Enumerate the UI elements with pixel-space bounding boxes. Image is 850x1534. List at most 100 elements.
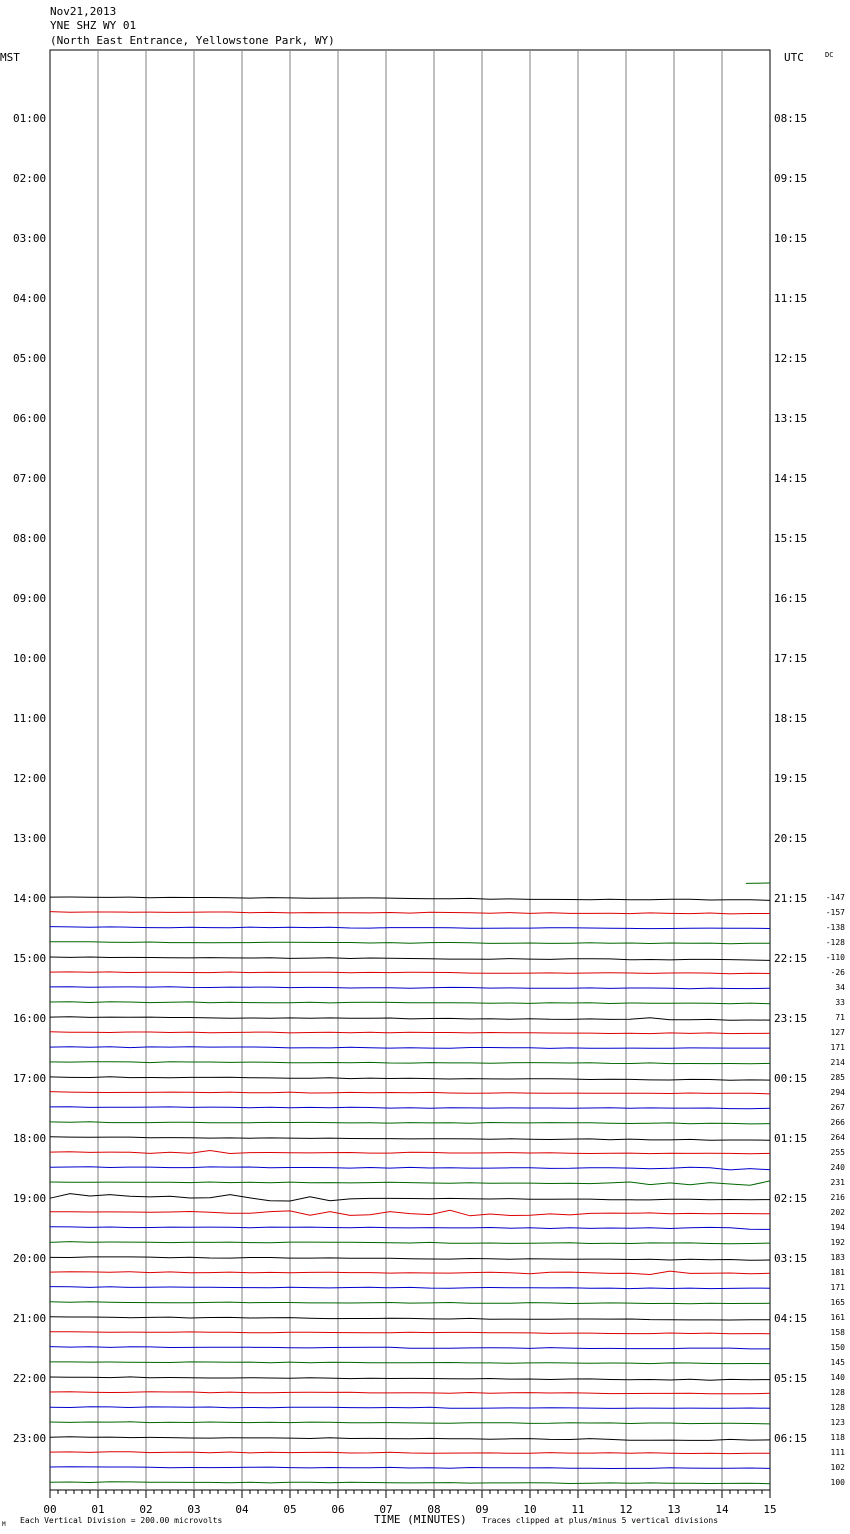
trace-offset-label: -138: [826, 923, 845, 932]
right-hour-label: 12:15: [774, 352, 807, 365]
right-hour-label: 16:15: [774, 592, 807, 605]
left-hour-label: 10:00: [13, 652, 46, 665]
right-hour-label: 20:15: [774, 832, 807, 845]
trace-offset-label: 161: [831, 1313, 846, 1322]
trace-offset-label: 165: [831, 1298, 846, 1307]
trace-offset-label: 123: [831, 1418, 846, 1427]
x-tick-label: 13: [667, 1503, 680, 1516]
trace-offset-label: 33: [835, 998, 845, 1007]
right-hour-label: 02:15: [774, 1192, 807, 1205]
trace-offset-label: 158: [831, 1328, 846, 1337]
trace-offset-label: 181: [831, 1268, 846, 1277]
x-tick-label: 14: [715, 1503, 729, 1516]
seismic-trace: [49, 1256, 771, 1261]
left-hour-label: 03:00: [13, 232, 46, 245]
left-hour-label: 05:00: [13, 352, 46, 365]
right-hour-label: 09:15: [774, 172, 807, 185]
left-hour-label: 02:00: [13, 172, 46, 185]
x-tick-label: 07: [379, 1503, 392, 1516]
trace-offset-label: 127: [831, 1028, 846, 1037]
trace-offset-label: -147: [826, 893, 845, 902]
trace-offset-label: 128: [831, 1388, 846, 1397]
chart-location: (North East Entrance, Yellowstone Park, …: [50, 34, 335, 47]
right-hour-label: 01:15: [774, 1132, 807, 1145]
trace-offset-label: -26: [831, 968, 846, 977]
right-hour-label: 13:15: [774, 412, 807, 425]
seismic-trace: [50, 941, 770, 945]
seismic-trace: [49, 1241, 771, 1245]
right-hour-label: 21:15: [774, 892, 807, 905]
right-hour-label: 04:15: [774, 1312, 807, 1325]
left-hour-label: 19:00: [13, 1192, 46, 1205]
trace-offset-label: 194: [831, 1223, 846, 1232]
corner-label: DC: [825, 51, 833, 59]
seismic-trace: [49, 1001, 771, 1005]
x-tick-label: 09: [475, 1503, 488, 1516]
right-hour-label: 10:15: [774, 232, 807, 245]
left-hour-label: 01:00: [13, 112, 46, 125]
seismic-trace: [49, 1466, 771, 1470]
seismic-trace: [49, 1421, 771, 1425]
trace-offset-label: 140: [831, 1373, 846, 1382]
right-hour-label: 11:15: [774, 292, 807, 305]
trace-offset-label: 150: [831, 1343, 846, 1352]
right-hour-label: 23:15: [774, 1012, 807, 1025]
seismic-trace: [49, 1136, 771, 1141]
seismic-trace: [49, 1076, 771, 1081]
clip-note: Traces clipped at plus/minus 5 vertical …: [482, 1516, 718, 1525]
trace-offset-label: -157: [826, 908, 845, 917]
left-hour-label: 20:00: [13, 1252, 46, 1265]
left-axis-title: MST: [0, 51, 20, 64]
trace-offset-label: 71: [835, 1013, 845, 1022]
x-axis-label: TIME (MINUTES): [374, 1513, 467, 1526]
right-hour-label: 06:15: [774, 1432, 807, 1445]
left-hour-label: 07:00: [13, 472, 46, 485]
seismic-trace: [49, 1046, 770, 1049]
right-hour-label: 00:15: [774, 1072, 807, 1085]
x-tick-label: 03: [187, 1503, 200, 1516]
seismic-trace: [49, 1226, 771, 1230]
trace-offset-label: 171: [831, 1283, 846, 1292]
trace-offset-label: 183: [831, 1253, 846, 1262]
plot-frame: [49, 49, 771, 1491]
right-hour-label: 14:15: [774, 472, 807, 485]
seismic-trace: [49, 896, 771, 901]
x-tick-label: 11: [571, 1503, 584, 1516]
x-tick-label: 01: [91, 1503, 104, 1516]
trace-offset-label: 240: [831, 1163, 846, 1172]
trace-offset-label: 34: [835, 983, 845, 992]
seismic-trace: [49, 1031, 771, 1035]
seismic-trace: [49, 1316, 771, 1321]
right-hour-label: 22:15: [774, 952, 807, 965]
seismic-trace: [49, 1121, 771, 1125]
x-tick-label: 05: [283, 1503, 296, 1516]
seismic-trace: [49, 1061, 771, 1065]
seismic-trace: [49, 1149, 771, 1155]
seismic-trace: [49, 926, 771, 930]
seismic-trace: [49, 1270, 771, 1276]
seismic-trace: [49, 956, 771, 961]
trace-offset-label: 145: [831, 1358, 846, 1367]
trace-offset-label: 214: [831, 1058, 846, 1067]
seismic-trace: [49, 1376, 771, 1381]
left-hour-label: 13:00: [13, 832, 46, 845]
seismic-trace: [49, 1180, 771, 1186]
seismic-trace: [49, 1166, 771, 1171]
x-tick-label: 06: [331, 1503, 344, 1516]
left-hour-label: 17:00: [13, 1072, 46, 1085]
seismic-trace: [49, 1106, 771, 1110]
left-hour-label: 11:00: [13, 712, 46, 725]
left-hour-label: 09:00: [13, 592, 46, 605]
seismic-trace: [50, 1331, 771, 1335]
trace-offset-label: 285: [831, 1073, 846, 1082]
left-hour-label: 12:00: [13, 772, 46, 785]
seismic-trace: [49, 1346, 770, 1350]
right-hour-label: 08:15: [774, 112, 807, 125]
left-hour-label: 23:00: [13, 1432, 46, 1445]
grid-lines: [49, 49, 771, 1498]
seismic-trace: [49, 1451, 770, 1455]
x-tick-label: 04: [235, 1503, 249, 1516]
left-hour-label: 22:00: [13, 1372, 46, 1385]
seismic-traces: [49, 882, 771, 1485]
left-hour-label: 08:00: [13, 532, 46, 545]
